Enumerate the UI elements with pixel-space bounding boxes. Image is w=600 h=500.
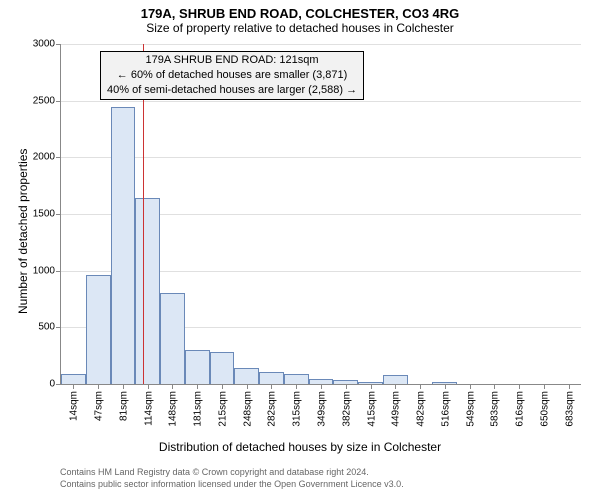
ytick-label: 3000 [33, 39, 61, 50]
ytick-label: 2500 [33, 95, 61, 106]
xtick-label: 549sqm [463, 391, 476, 427]
xtick-label: 415sqm [364, 391, 377, 427]
ytick-label: 2000 [33, 152, 61, 163]
ytick-label: 500 [38, 322, 61, 333]
histogram-bar [210, 352, 235, 384]
histogram-bar [135, 198, 160, 384]
xtick-label: 449sqm [389, 391, 402, 427]
xtick-mark [519, 384, 520, 389]
xtick-label: 215sqm [215, 391, 228, 427]
xtick-mark [148, 384, 149, 389]
footer-line-2: Contains public sector information licen… [60, 478, 404, 490]
histogram-bar [284, 374, 309, 384]
xtick-mark [73, 384, 74, 389]
footer-line-1: Contains HM Land Registry data © Crown c… [60, 466, 404, 478]
histogram-bar [185, 350, 210, 384]
xtick-label: 683sqm [562, 391, 575, 427]
gridline [61, 157, 581, 158]
annotation-line-3: 40% of semi-detached houses are larger (… [107, 83, 357, 98]
histogram-bar [259, 372, 284, 384]
histogram-bar [234, 368, 259, 384]
x-axis-label: Distribution of detached houses by size … [0, 440, 600, 454]
y-axis-label: Number of detached properties [16, 149, 30, 314]
xtick-mark [346, 384, 347, 389]
xtick-label: 516sqm [438, 391, 451, 427]
xtick-label: 315sqm [290, 391, 303, 427]
xtick-label: 81sqm [116, 391, 129, 421]
gridline [61, 101, 581, 102]
page-title: 179A, SHRUB END ROAD, COLCHESTER, CO3 4R… [0, 0, 600, 21]
xtick-label: 482sqm [414, 391, 427, 427]
annotation-box: 179A SHRUB END ROAD: 121sqm ← 60% of det… [100, 51, 364, 100]
xtick-mark [544, 384, 545, 389]
xtick-label: 650sqm [537, 391, 550, 427]
xtick-mark [296, 384, 297, 389]
ytick-label: 0 [49, 379, 61, 390]
histogram-bar [61, 374, 86, 384]
xtick-mark [271, 384, 272, 389]
xtick-mark [222, 384, 223, 389]
annotation-line-1: 179A SHRUB END ROAD: 121sqm [107, 53, 357, 68]
xtick-label: 181sqm [191, 391, 204, 427]
xtick-mark [247, 384, 248, 389]
histogram-bar [160, 293, 185, 384]
ytick-label: 1000 [33, 265, 61, 276]
xtick-label: 14sqm [67, 391, 80, 421]
xtick-label: 382sqm [339, 391, 352, 427]
xtick-mark [420, 384, 421, 389]
xtick-mark [470, 384, 471, 389]
xtick-label: 148sqm [166, 391, 179, 427]
xtick-label: 616sqm [513, 391, 526, 427]
xtick-mark [371, 384, 372, 389]
xtick-label: 349sqm [315, 391, 328, 427]
xtick-label: 282sqm [265, 391, 278, 427]
page-subtitle: Size of property relative to detached ho… [0, 21, 600, 35]
xtick-mark [321, 384, 322, 389]
xtick-label: 114sqm [141, 391, 154, 426]
xtick-mark [197, 384, 198, 389]
xtick-mark [445, 384, 446, 389]
histogram-bar [86, 275, 111, 384]
histogram-bar [111, 107, 136, 384]
xtick-mark [395, 384, 396, 389]
xtick-label: 583sqm [488, 391, 501, 427]
xtick-mark [123, 384, 124, 389]
ytick-label: 1500 [33, 209, 61, 220]
xtick-mark [172, 384, 173, 389]
xtick-mark [569, 384, 570, 389]
xtick-label: 47sqm [92, 391, 105, 421]
annotation-line-2: ← 60% of detached houses are smaller (3,… [107, 68, 357, 83]
xtick-mark [98, 384, 99, 389]
histogram-bar [383, 375, 408, 384]
footer-attribution: Contains HM Land Registry data © Crown c… [60, 466, 404, 490]
gridline [61, 44, 581, 45]
xtick-label: 248sqm [240, 391, 253, 427]
xtick-mark [494, 384, 495, 389]
